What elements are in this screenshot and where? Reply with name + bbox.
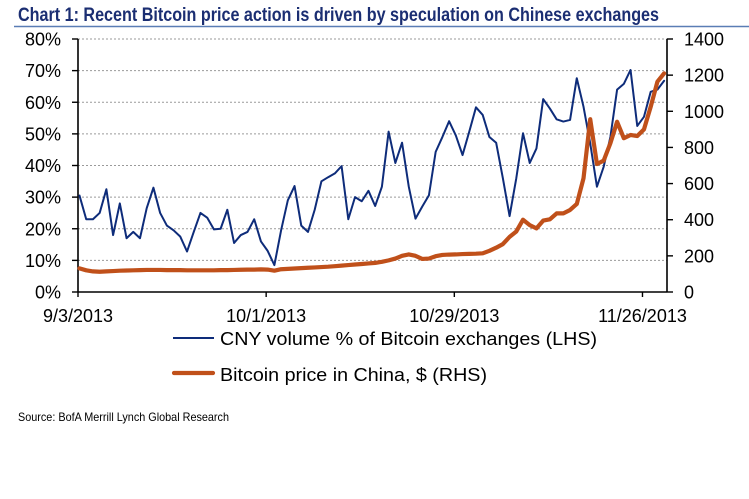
series-bitcoin-price [77, 71, 667, 274]
y-right-tick-label: 1400 [684, 30, 724, 50]
y-right-tick-label: 1200 [684, 66, 724, 86]
y-right-tick-label: 600 [684, 174, 714, 194]
y-left-tick-label: 80% [25, 30, 61, 50]
y-left-tick-label: 10% [25, 251, 61, 271]
series-line-bitcoin-price [77, 71, 667, 274]
chart-title: Chart 1: Recent Bitcoin price action is … [18, 5, 659, 26]
y-left-tick-label: 40% [25, 156, 61, 176]
y-right-tick-label: 400 [684, 210, 714, 230]
axes: 0% 10% 20% 30% 40% 50% 60% 70% 80% 0 200 400 600 800 1… [25, 30, 724, 327]
x-tick-label: 10/29/2013 [409, 306, 499, 326]
x-tick-label: 10/1/2013 [226, 306, 306, 326]
legend: CNY volume % of Bitcoin exchanges (LHS) … [171, 328, 597, 385]
series-line-cny-volume [78, 68, 666, 267]
y-right-tick-label: 200 [684, 246, 714, 266]
legend-item-bitcoin-price: Bitcoin price in China, $ (RHS) [171, 364, 487, 385]
y-left-tick-label: 30% [25, 188, 61, 208]
legend-item-cny-volume: CNY volume % of Bitcoin exchanges (LHS) [173, 328, 597, 349]
x-tick-label: 11/26/2013 [598, 306, 687, 326]
y-right-tick-label: 0 [684, 283, 694, 303]
legend-label-cny-volume: CNY volume % of Bitcoin exchanges (LHS) [220, 328, 597, 349]
series-cny-volume [78, 68, 666, 267]
y-left-tick-label: 20% [25, 219, 61, 239]
series-layer [77, 68, 667, 274]
y-right-tick-label: 1000 [684, 102, 724, 122]
y-right-tick-label: 800 [684, 138, 714, 158]
y-left-tick-label: 50% [25, 124, 61, 144]
x-tick-label: 9/3/2013 [43, 306, 113, 326]
legend-label-bitcoin-price: Bitcoin price in China, $ (RHS) [220, 364, 487, 385]
y-left-tick-label: 0% [35, 283, 61, 303]
source-note: Source: BofA Merrill Lynch Global Resear… [18, 410, 229, 424]
y-left-tick-label: 60% [25, 93, 61, 113]
y-left-tick-label: 70% [25, 61, 61, 81]
